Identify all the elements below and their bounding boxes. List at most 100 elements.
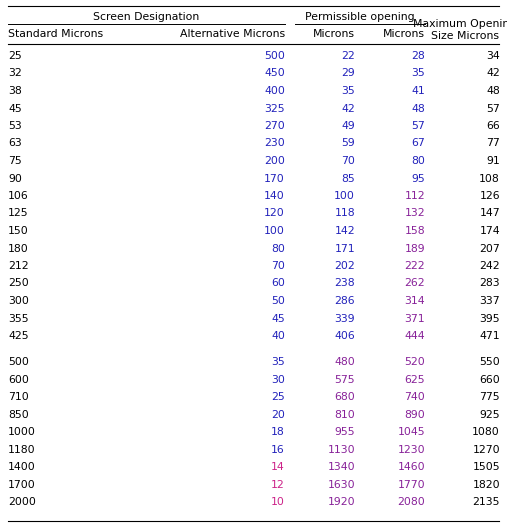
Text: 1505: 1505: [473, 462, 500, 472]
Text: 1000: 1000: [8, 427, 36, 437]
Text: 35: 35: [411, 68, 425, 78]
Text: 57: 57: [486, 104, 500, 114]
Text: 77: 77: [486, 139, 500, 149]
Text: 283: 283: [480, 278, 500, 288]
Text: 70: 70: [271, 261, 285, 271]
Text: 1400: 1400: [8, 462, 36, 472]
Text: 189: 189: [405, 243, 425, 253]
Text: 126: 126: [480, 191, 500, 201]
Text: 29: 29: [341, 68, 355, 78]
Text: 1340: 1340: [328, 462, 355, 472]
Text: 53: 53: [8, 121, 22, 131]
Text: 575: 575: [335, 375, 355, 385]
Text: 125: 125: [8, 208, 28, 218]
Text: 35: 35: [271, 357, 285, 367]
Text: 250: 250: [8, 278, 29, 288]
Text: 85: 85: [341, 174, 355, 184]
Text: 1920: 1920: [328, 497, 355, 507]
Text: 262: 262: [405, 278, 425, 288]
Text: 48: 48: [486, 86, 500, 96]
Text: 810: 810: [334, 410, 355, 419]
Text: 10: 10: [271, 497, 285, 507]
Text: Alternative Microns: Alternative Microns: [180, 29, 285, 39]
Text: 67: 67: [411, 139, 425, 149]
Text: 444: 444: [405, 331, 425, 341]
Text: 142: 142: [335, 226, 355, 236]
Text: 106: 106: [8, 191, 29, 201]
Text: 371: 371: [405, 314, 425, 324]
Text: 207: 207: [479, 243, 500, 253]
Text: 270: 270: [264, 121, 285, 131]
Text: Permissible opening: Permissible opening: [305, 12, 415, 22]
Text: 63: 63: [8, 139, 22, 149]
Text: 500: 500: [8, 357, 29, 367]
Text: 80: 80: [411, 156, 425, 166]
Text: Microns: Microns: [383, 29, 425, 39]
Text: 355: 355: [8, 314, 28, 324]
Text: 91: 91: [486, 156, 500, 166]
Text: 680: 680: [334, 392, 355, 402]
Text: 18: 18: [271, 427, 285, 437]
Text: 171: 171: [335, 243, 355, 253]
Text: 118: 118: [335, 208, 355, 218]
Text: 238: 238: [335, 278, 355, 288]
Text: 1180: 1180: [8, 445, 35, 455]
Text: 1080: 1080: [472, 427, 500, 437]
Text: 600: 600: [8, 375, 29, 385]
Text: 14: 14: [271, 462, 285, 472]
Text: 200: 200: [264, 156, 285, 166]
Text: 1820: 1820: [473, 480, 500, 490]
Text: 395: 395: [480, 314, 500, 324]
Text: 35: 35: [341, 86, 355, 96]
Text: 140: 140: [264, 191, 285, 201]
Text: 112: 112: [405, 191, 425, 201]
Text: 38: 38: [8, 86, 22, 96]
Text: 890: 890: [404, 410, 425, 419]
Text: 955: 955: [335, 427, 355, 437]
Text: 34: 34: [486, 51, 500, 61]
Text: 42: 42: [341, 104, 355, 114]
Text: 95: 95: [411, 174, 425, 184]
Text: 406: 406: [334, 331, 355, 341]
Text: 174: 174: [480, 226, 500, 236]
Text: 500: 500: [264, 51, 285, 61]
Text: 108: 108: [479, 174, 500, 184]
Text: 16: 16: [271, 445, 285, 455]
Text: 100: 100: [264, 226, 285, 236]
Text: 170: 170: [264, 174, 285, 184]
Text: 57: 57: [411, 121, 425, 131]
Text: 150: 150: [8, 226, 29, 236]
Text: 100: 100: [334, 191, 355, 201]
Text: 158: 158: [405, 226, 425, 236]
Text: 59: 59: [341, 139, 355, 149]
Text: 90: 90: [8, 174, 22, 184]
Text: Microns: Microns: [313, 29, 355, 39]
Text: 1270: 1270: [473, 445, 500, 455]
Text: 30: 30: [271, 375, 285, 385]
Text: 471: 471: [480, 331, 500, 341]
Text: 850: 850: [8, 410, 29, 419]
Text: 1770: 1770: [397, 480, 425, 490]
Text: 625: 625: [405, 375, 425, 385]
Text: 740: 740: [404, 392, 425, 402]
Text: 28: 28: [411, 51, 425, 61]
Text: 286: 286: [335, 296, 355, 306]
Text: 60: 60: [271, 278, 285, 288]
Text: 1630: 1630: [328, 480, 355, 490]
Text: 66: 66: [486, 121, 500, 131]
Text: 12: 12: [271, 480, 285, 490]
Text: 212: 212: [8, 261, 28, 271]
Text: 242: 242: [480, 261, 500, 271]
Text: 300: 300: [8, 296, 29, 306]
Text: 120: 120: [264, 208, 285, 218]
Text: 1230: 1230: [397, 445, 425, 455]
Text: Maximum Opening
Size Microns: Maximum Opening Size Microns: [413, 19, 507, 41]
Text: 660: 660: [479, 375, 500, 385]
Text: 325: 325: [264, 104, 285, 114]
Text: Screen Designation: Screen Designation: [93, 12, 200, 22]
Text: 1460: 1460: [397, 462, 425, 472]
Text: 1130: 1130: [328, 445, 355, 455]
Text: 25: 25: [8, 51, 22, 61]
Text: 339: 339: [335, 314, 355, 324]
Text: 400: 400: [264, 86, 285, 96]
